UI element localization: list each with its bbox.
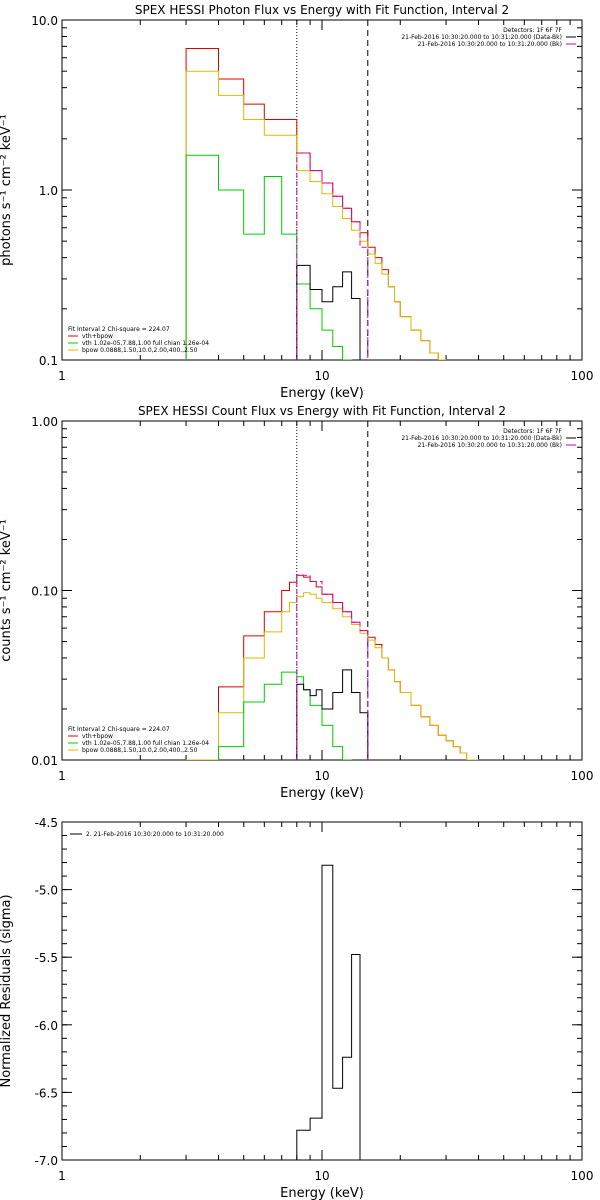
y-tick-label: 1.00 <box>31 415 58 429</box>
y-axis-label: photons s⁻¹ cm⁻² keV⁻¹ <box>0 114 14 266</box>
y-axis-label: counts s⁻¹ cm⁻² keV⁻¹ <box>0 519 14 662</box>
y-tick-label: 1.0 <box>39 184 58 198</box>
y-tick-label: -5.0 <box>35 884 58 898</box>
legend-entry: Fit Interval 2 Chi-square = 224.07 <box>68 326 170 333</box>
series-bpow-line <box>185 70 447 360</box>
y-tick-label: -6.0 <box>35 1019 58 1033</box>
series-observed-line <box>296 264 361 360</box>
legend-entry: vth+bpow <box>82 733 113 740</box>
legend-entry: vth 1.02e-05,7.88,1.00 full chian 1.26e-… <box>82 340 209 347</box>
series-vth-line <box>185 154 353 360</box>
x-axis-label: Energy (keV) <box>280 1186 364 1200</box>
series-fit-range-line <box>296 574 369 760</box>
series-vth-line <box>218 671 353 760</box>
x-tick-label: 10 <box>314 769 329 783</box>
chart-title: SPEX HESSI Count Flux vs Energy with Fit… <box>138 404 506 418</box>
y-tick-label: 10.0 <box>31 14 58 28</box>
x-tick-label: 1 <box>58 369 66 383</box>
y-tick-label: 0.1 <box>39 354 58 368</box>
y-axis-label: Normalized Residuals (sigma) <box>0 894 14 1087</box>
x-tick-label: 100 <box>571 1169 594 1183</box>
legend-entry: Detectors: 1F 6F 7F <box>503 27 562 34</box>
y-tick-label: 0.01 <box>31 754 58 768</box>
x-axis-label: Energy (keV) <box>280 386 364 401</box>
legend-entry: 21-Feb-2016 10:30:20.000 to 10:31:20.000… <box>401 34 562 41</box>
legend-entry: bpow 0.0888,1.50,10.0,2.00,400.,2.50 <box>82 347 198 354</box>
legend-entry: vth 1.02e-05,7.88,1.00 full chian 1.26e-… <box>82 740 209 747</box>
x-tick-label: 1 <box>58 769 66 783</box>
legend-entry: Detectors: 1F 6F 7F <box>503 428 562 435</box>
series-observed-line <box>296 864 361 1160</box>
chart-title: SPEX HESSI Photon Flux vs Energy with Fi… <box>135 3 509 17</box>
x-tick-label: 100 <box>571 769 594 783</box>
legend-entry: Fit Interval 2 Chi-square = 224.07 <box>68 726 170 733</box>
x-tick-label: 1 <box>58 1169 66 1183</box>
y-tick-label: 0.10 <box>31 585 58 599</box>
series-fit-range-line <box>296 152 369 360</box>
legend-entry: 2. 21-Feb-2016 10:30:20.000 to 10:31:20.… <box>86 831 224 838</box>
chart-3: 1 10 100 -7.0 -6.5 -6.0 -5.5 -5.0 -4.5 Energy (ke… <box>0 816 593 1200</box>
chart-1: SPEX HESSI Photon Flux vs Energy with Fi… <box>0 3 593 401</box>
x-tick-label: 100 <box>571 369 594 383</box>
y-tick-label: -5.5 <box>35 951 58 965</box>
x-tick-label: 10 <box>314 1169 329 1183</box>
x-tick-label: 10 <box>314 369 329 383</box>
y-tick-label: -6.5 <box>35 1086 58 1100</box>
legend-entry: 21-Feb-2016 10:30:20.000 to 10:31:20.000… <box>418 442 562 449</box>
series-bpow-line <box>185 592 479 760</box>
x-axis-label: Energy (keV) <box>280 786 364 801</box>
legend-entry: vth+bpow <box>82 333 113 340</box>
y-tick-label: -7.0 <box>35 1154 58 1168</box>
series-observed-line <box>296 669 369 760</box>
chart-2: SPEX HESSI Count Flux vs Energy with Fit… <box>0 404 593 801</box>
y-tick-label: -4.5 <box>35 816 58 830</box>
legend-entry: 21-Feb-2016 10:30:20.000 to 10:31:20.000… <box>418 41 562 48</box>
legend-entry: 21-Feb-2016 10:30:20.000 to 10:31:20.000… <box>401 435 562 442</box>
legend-entry: bpow 0.0888,1.50,10.0,2.00,400.,2.50 <box>82 747 198 754</box>
